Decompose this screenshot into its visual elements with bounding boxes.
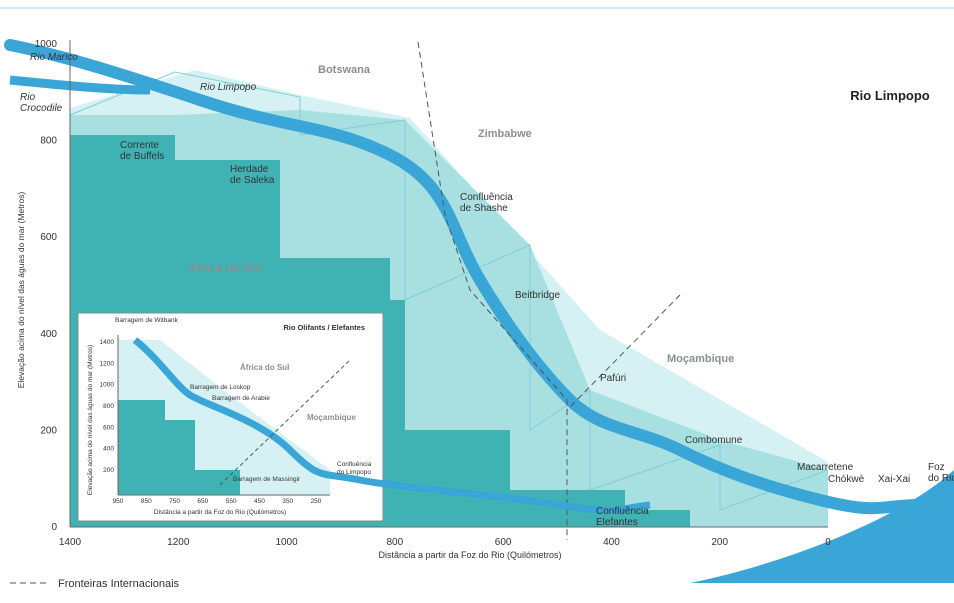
place-label: Combomune — [685, 435, 743, 446]
inset-place-label: Confluência do Limpopo — [337, 461, 372, 476]
inset-x-tick-label: 650 — [197, 498, 208, 505]
place-label-line: Confluência — [460, 192, 513, 203]
x-axis-label: Distância a partir da Foz do Rio (Quilóm… — [378, 550, 561, 560]
y-axis-label: Elevação acima do nível das águas do mar… — [16, 192, 26, 389]
place-label: Confluência Elefantes — [596, 506, 649, 528]
inset-x-tick-label: 950 — [113, 498, 124, 505]
x-tick-label: 400 — [603, 537, 620, 548]
inset-place-label: Barragem de Arabie — [212, 395, 270, 402]
y-tick-label: 1000 — [35, 39, 58, 50]
place-label-line: Combomune — [685, 435, 743, 446]
legend-label: Fronteiras Internacionais — [58, 578, 180, 590]
y-tick-label: 200 — [40, 425, 57, 436]
y-tick-label: 800 — [40, 136, 57, 147]
inset-y-tick-label: 800 — [103, 403, 114, 410]
inset-place-label-line: Barragem de Witbank — [115, 317, 179, 324]
place-label-line: de Saleka — [230, 175, 275, 186]
inset-x-tick-label: 750 — [169, 498, 180, 505]
y-tick-label: 600 — [40, 232, 57, 243]
inset-x-tick-label: 850 — [141, 498, 152, 505]
inset-y-tick-label: 400 — [103, 446, 114, 453]
inset-x-tick-label: 550 — [226, 498, 237, 505]
inset-place-label: Barragem de Witbank — [115, 317, 179, 324]
place-label-line: Rio — [20, 92, 35, 103]
place-label: Chókwè — [828, 474, 865, 485]
place-label-line: Xai-Xai — [878, 474, 910, 485]
inset-place-label: Barragem de Massingir — [233, 476, 301, 483]
title: Rio Limpopo — [850, 88, 929, 103]
inset-x-tick-label: 250 — [311, 498, 322, 505]
inset-place-label: Barragem de Loskop — [190, 384, 251, 391]
inset-country: África do Sul — [240, 363, 289, 372]
country: África do Sul — [188, 260, 262, 275]
inset-y-tick-label: 1200 — [100, 360, 115, 367]
inset-place-label-line: Confluência — [337, 461, 372, 468]
place-label-line: Confluência — [596, 506, 649, 517]
inset-place-label-line: Barragem de Massingir — [233, 476, 301, 483]
place-label-line: Crocodile — [20, 103, 63, 114]
place-label-line: de Shashe — [460, 203, 508, 214]
country: Zimbabwe — [478, 128, 532, 140]
inset-y-tick-label: 1000 — [100, 382, 115, 389]
place-label: Corrente de Buffels — [120, 140, 164, 162]
ocean — [690, 470, 954, 583]
place-label: Pafúri — [600, 373, 626, 384]
x-tick-label: 200 — [711, 537, 728, 548]
inset-place-label-line: do Limpopo — [337, 469, 371, 476]
inset-title: Rio Olifants / Elefantes — [283, 323, 365, 332]
place-label-line: Macarretene — [797, 462, 854, 473]
place-label-line: Foz — [928, 462, 945, 473]
inset-steps — [118, 400, 240, 495]
place-label-line: Herdade — [230, 164, 269, 175]
place-label-line: de Buffels — [120, 151, 164, 162]
y-tick-label: 400 — [40, 329, 57, 340]
x-tick-label: 1200 — [167, 537, 190, 548]
inset: Rio Olifants / Elefantes Elevação acima … — [77, 312, 651, 522]
inset-place-label-line: Barragem de Arabie — [212, 395, 270, 402]
inset-y-tick-label: 600 — [103, 424, 114, 431]
inset-y-tick-label: 200 — [103, 467, 114, 474]
inset-x-tick-label: 350 — [282, 498, 293, 505]
border-line — [417, 41, 568, 540]
x-tick-label: 1000 — [275, 537, 298, 548]
x-tick-label: 0 — [825, 537, 831, 548]
inset-y-axis-label: Elevação acima do nível das águas do mar… — [87, 345, 94, 495]
place-label-line: Chókwè — [828, 474, 865, 485]
y-tick-label: 0 — [51, 522, 57, 533]
crocodile-river — [9, 75, 151, 95]
place-label-line: Beitbridge — [515, 290, 560, 301]
place-label: Rio Crocodile — [20, 92, 63, 114]
place-label: Beitbridge — [515, 290, 560, 301]
x-tick-label: 800 — [387, 537, 404, 548]
place-label: Rio Marico — [30, 52, 78, 63]
place-label-line: Corrente — [120, 140, 159, 151]
country: Moçambique — [667, 353, 734, 365]
border-line — [566, 294, 681, 411]
place-label: Herdade de Saleka — [230, 164, 275, 186]
x-tick-label: 600 — [495, 537, 512, 548]
inset-x-axis-label: Distância a partir da Foz do Rio (Quilóm… — [154, 509, 286, 516]
inset-border-line — [219, 359, 351, 486]
inset-y-tick-label: 1400 — [100, 339, 115, 346]
x-tick-label: 1400 — [59, 537, 82, 548]
olifants-river — [132, 337, 651, 514]
place-label: Rio Limpopo — [200, 82, 257, 93]
limpopo-river — [4, 39, 926, 515]
place-label: Xai-Xai — [878, 474, 910, 485]
inset-x-tick-label: 450 — [254, 498, 265, 505]
place-label-line: Rio Marico — [30, 52, 78, 63]
place-label-line: Elefantes — [596, 517, 638, 528]
inset-place-label-line: Barragem de Loskop — [190, 384, 251, 391]
place-label-line: Rio Limpopo — [200, 82, 257, 93]
inset-country: Moçambique — [307, 413, 356, 422]
place-label: Macarretene — [797, 462, 854, 473]
place-label: Confluência de Shashe — [460, 192, 513, 214]
place-label-line: do Rio — [928, 473, 954, 484]
place-label-line: Pafúri — [600, 373, 626, 384]
country: Botswana — [318, 64, 371, 76]
